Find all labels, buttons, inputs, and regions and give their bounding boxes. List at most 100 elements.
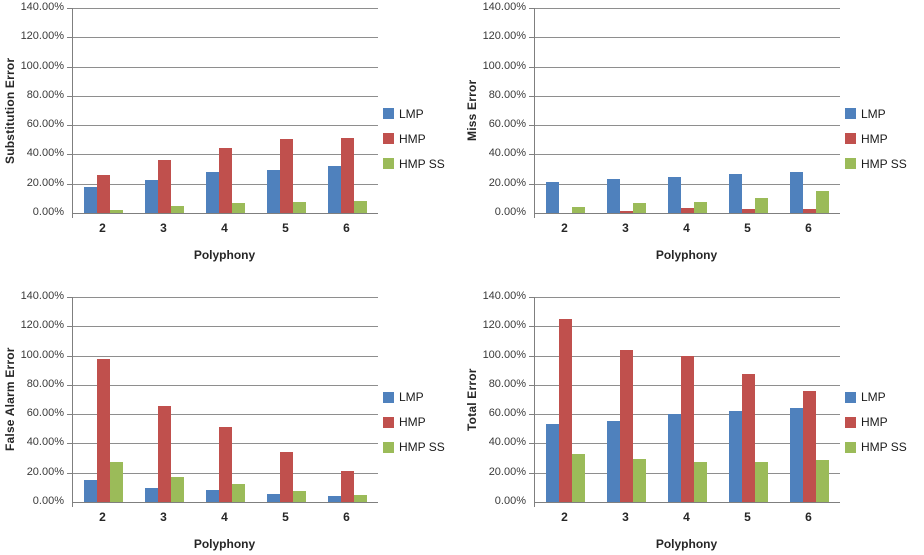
bar-hmp-ss: [694, 202, 707, 213]
bar-group: [657, 8, 718, 213]
chart-inner: Total Error 0.00% 20.00% 40.00% 60.00% 80.00…: [462, 289, 924, 555]
y-axis-tick-label: 120.00%: [20, 319, 64, 332]
x-axis-tick-label: 6: [343, 221, 350, 235]
legend-item: HMP: [845, 415, 907, 429]
y-axis-tick-label: 20.00%: [26, 465, 64, 478]
legend-item: HMP SS: [383, 440, 445, 454]
gridline: [67, 326, 378, 328]
chart-false-alarm-error: False Alarm Error 0.00% 20.00% 40.00% 60.00…: [0, 277, 462, 555]
y-axis-tick-label: 120.00%: [482, 319, 526, 332]
plot-area: [67, 8, 378, 218]
bar-hmp-ss: [110, 462, 123, 502]
bar-hmp: [742, 373, 755, 502]
chart-miss-error: Miss Error 0.00% 20.00% 40.00% 60.00% 80.00%…: [462, 0, 924, 277]
bar-lmp: [607, 420, 620, 502]
x-axis-tick-label: 2: [99, 510, 106, 524]
gridline: [529, 326, 840, 328]
bar-group: [73, 297, 134, 502]
y-axis-tick-label: 60.00%: [488, 407, 526, 420]
bar-lmp: [790, 172, 803, 213]
bar-hmp-ss: [755, 197, 768, 213]
bar-lmp: [328, 496, 341, 502]
legend-label: HMP SS: [861, 156, 907, 171]
y-axis-tick-labels: 0.00% 20.00% 40.00% 60.00% 80.00% 100.00% 120.…: [462, 1, 526, 218]
gridline: [67, 37, 378, 39]
legend: LMP HMP HMP SS: [845, 390, 907, 454]
x-axis-tick-label: 5: [282, 221, 289, 235]
legend-item: LMP: [383, 390, 445, 404]
bar-lmp: [668, 414, 681, 502]
legend-item: LMP: [845, 107, 907, 121]
bar-hmp: [280, 452, 293, 502]
y-axis-tick-label: 140.00%: [482, 1, 526, 13]
gridline: [529, 183, 840, 185]
x-axis-tick-label: 3: [160, 510, 167, 524]
y-axis-tick-label: 0.00%: [494, 495, 526, 507]
legend-swatch-icon: [845, 416, 856, 428]
bar-lmp: [668, 177, 681, 213]
y-axis-tick-labels: 0.00% 20.00% 40.00% 60.00% 80.00% 100.00% 120.…: [0, 290, 64, 507]
bar-lmp: [145, 488, 158, 502]
bar-group: [779, 8, 840, 213]
bar-group: [195, 8, 256, 213]
y-axis-tick-label: 80.00%: [26, 88, 64, 101]
bar-hmp-ss: [572, 453, 585, 502]
bar-lmp: [206, 172, 219, 213]
bar-lmp: [84, 187, 97, 213]
gridline: [529, 66, 840, 68]
bar-group: [134, 297, 195, 502]
bar-group: [718, 297, 779, 502]
y-axis-tick-label: 100.00%: [482, 348, 526, 361]
bar-hmp-ss: [354, 494, 367, 502]
bar-hmp: [803, 391, 816, 502]
x-axis-tick-label: 6: [805, 510, 812, 524]
bar-lmp: [729, 174, 742, 213]
y-axis-tick-label: 40.00%: [488, 436, 526, 449]
x-axis-title: Polyphony: [193, 248, 256, 262]
bar-hmp: [97, 174, 110, 213]
bar-lmp: [267, 493, 280, 502]
x-axis-tick-label: 4: [221, 510, 228, 524]
x-axis-tick-label: 5: [744, 510, 751, 524]
legend-item: HMP: [383, 132, 445, 146]
gridline: [67, 384, 378, 386]
bar-hmp-ss: [816, 460, 829, 502]
bar-group: [718, 8, 779, 213]
bar-hmp: [620, 349, 633, 502]
chart-inner: Miss Error 0.00% 20.00% 40.00% 60.00% 80.00%…: [462, 0, 924, 277]
legend: LMP HMP HMP SS: [383, 390, 445, 454]
legend-swatch-icon: [383, 391, 394, 403]
legend-label: HMP: [399, 415, 426, 429]
bar-hmp-ss: [232, 203, 245, 213]
legend-swatch-icon: [383, 158, 394, 169]
x-axis-tick-label: 6: [343, 510, 350, 524]
bar-groups: [73, 297, 378, 502]
gridline: [529, 297, 840, 298]
bar-hmp: [559, 318, 572, 502]
legend-label: HMP SS: [861, 440, 907, 454]
bar-groups: [535, 297, 840, 502]
legend: LMP HMP HMP SS: [845, 107, 907, 171]
y-axis-tick-label: 80.00%: [488, 377, 526, 390]
y-axis-tick-label: 140.00%: [20, 290, 64, 302]
bar-hmp: [681, 355, 694, 502]
bar-group: [317, 297, 378, 502]
chart-total-error: Total Error 0.00% 20.00% 40.00% 60.00% 80.00…: [462, 277, 924, 555]
x-axis-title: Polyphony: [193, 537, 256, 551]
x-axis-tick-label: 2: [561, 221, 568, 235]
y-axis-tick-label: 20.00%: [488, 176, 526, 189]
y-axis-tick-label: 120.00%: [482, 30, 526, 43]
bar-hmp-ss: [232, 484, 245, 502]
gridline: [529, 125, 840, 127]
bar-hmp-ss: [293, 202, 306, 213]
y-axis-tick-label: 40.00%: [26, 147, 64, 160]
gridline: [67, 297, 378, 298]
bar-hmp: [803, 208, 816, 213]
y-axis-tick-label: 120.00%: [20, 30, 64, 43]
bar-group: [535, 8, 596, 213]
bar-group: [596, 8, 657, 213]
y-axis-tick-label: 140.00%: [20, 1, 64, 13]
bar-hmp: [742, 209, 755, 213]
bar-hmp-ss: [816, 191, 829, 213]
